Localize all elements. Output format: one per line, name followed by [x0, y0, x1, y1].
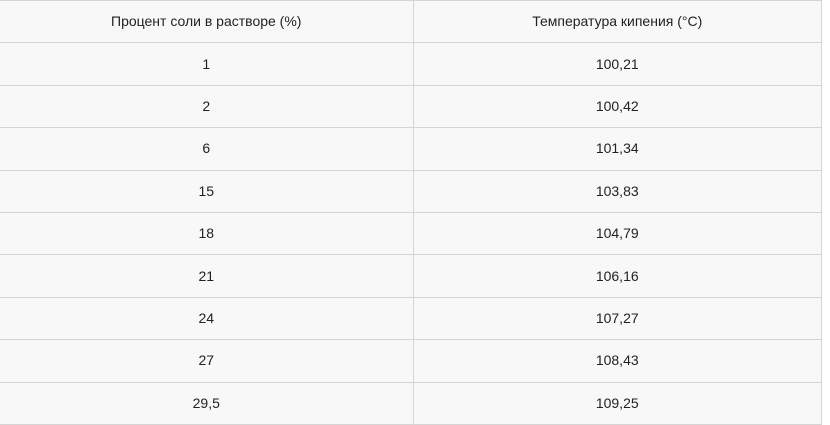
cell-boiling-temp: 101,34: [412, 127, 822, 171]
table-row: 18 104,79: [0, 211, 822, 256]
table-header-row: Процент соли в растворе (%) Температура …: [0, 0, 822, 44]
column-header-salt-percent: Процент соли в растворе (%): [0, 0, 414, 44]
table-row: 1 100,21: [0, 42, 822, 86]
cell-salt-percent: 27: [0, 339, 414, 383]
cell-boiling-temp: 106,16: [412, 254, 822, 298]
cell-salt-percent: 24: [0, 296, 414, 341]
cell-salt-percent: 29,5: [0, 381, 414, 425]
cell-salt-percent: 6: [0, 127, 414, 171]
table-row: 6 101,34: [0, 127, 822, 171]
table-row: 27 108,43: [0, 339, 822, 383]
table-row: 15 103,83: [0, 169, 822, 213]
cell-salt-percent: 18: [0, 211, 414, 256]
cell-salt-percent: 1: [0, 42, 414, 86]
column-header-boiling-temp: Температура кипения (°C): [412, 0, 822, 44]
cell-boiling-temp: 109,25: [412, 381, 822, 425]
table-row: 24 107,27: [0, 296, 822, 341]
cell-boiling-temp: 108,43: [412, 339, 822, 383]
cell-boiling-temp: 100,42: [412, 84, 822, 129]
cell-boiling-temp: 104,79: [412, 211, 822, 256]
cell-salt-percent: 15: [0, 169, 414, 213]
cell-salt-percent: 21: [0, 254, 414, 298]
cell-boiling-temp: 107,27: [412, 296, 822, 341]
table-row: 29,5 109,25: [0, 381, 822, 425]
table-row: 2 100,42: [0, 84, 822, 129]
table-row: 21 106,16: [0, 254, 822, 298]
table-body: 1 100,21 2 100,42 6 101,34 15 103,83 18 …: [0, 42, 822, 425]
cell-boiling-temp: 100,21: [412, 42, 822, 86]
cell-boiling-temp: 103,83: [412, 169, 822, 213]
cell-salt-percent: 2: [0, 84, 414, 129]
